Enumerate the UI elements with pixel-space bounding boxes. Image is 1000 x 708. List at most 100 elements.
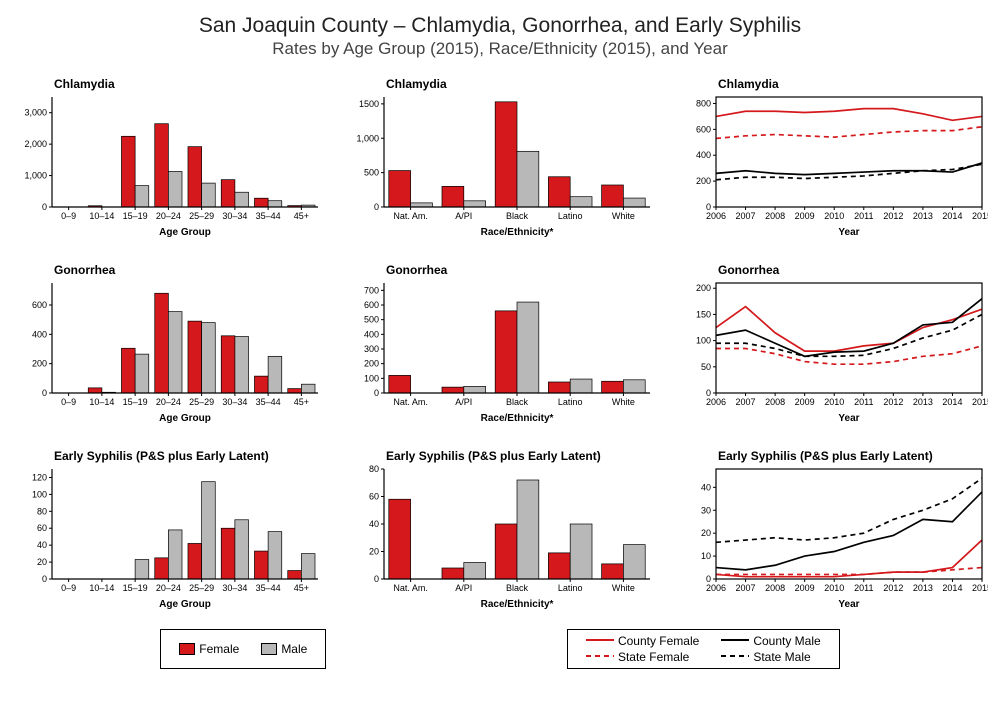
svg-text:0: 0 <box>374 574 379 584</box>
svg-text:200: 200 <box>32 359 47 369</box>
svg-text:400: 400 <box>696 150 711 160</box>
svg-text:45+: 45+ <box>294 583 309 593</box>
svg-text:2015: 2015 <box>972 583 988 593</box>
panel-gonorrhea-race: Gonorrhea0100200300400500600700Nat. Am.A… <box>346 263 656 433</box>
chart-svg: 01,0002,0003,0000–910–1415–1920–2425–293… <box>14 91 324 243</box>
legend-bars: Female Male <box>160 629 326 669</box>
panel-chlamydia-age: Chlamydia01,0002,0003,0000–910–1415–1920… <box>14 77 324 247</box>
svg-text:300: 300 <box>364 344 379 354</box>
svg-text:45+: 45+ <box>294 397 309 407</box>
svg-text:1,000: 1,000 <box>356 133 379 143</box>
panel-syphilis-year: Early Syphilis (P&S plus Early Latent)01… <box>678 449 988 619</box>
svg-text:2014: 2014 <box>942 397 962 407</box>
svg-text:30: 30 <box>701 505 711 515</box>
svg-text:500: 500 <box>364 168 379 178</box>
svg-text:1,000: 1,000 <box>24 171 47 181</box>
svg-text:3,000: 3,000 <box>24 108 47 118</box>
svg-text:White: White <box>612 397 635 407</box>
legend-county-male: County Male <box>721 634 820 648</box>
svg-text:2015: 2015 <box>972 211 988 221</box>
svg-text:30–34: 30–34 <box>222 583 247 593</box>
svg-text:20: 20 <box>701 528 711 538</box>
svg-text:200: 200 <box>364 359 379 369</box>
panel-title: Chlamydia <box>54 77 115 91</box>
svg-text:2007: 2007 <box>736 211 756 221</box>
panel-gonorrhea-year: Gonorrhea0501001502002006200720082009201… <box>678 263 988 433</box>
svg-text:Age Group: Age Group <box>159 413 211 424</box>
page-subtitle: Rates by Age Group (2015), Race/Ethnicit… <box>0 39 1000 59</box>
svg-text:20: 20 <box>369 547 379 557</box>
svg-text:Nat. Am.: Nat. Am. <box>393 211 428 221</box>
svg-text:2010: 2010 <box>824 211 844 221</box>
swatch-female <box>179 643 195 655</box>
svg-text:2011: 2011 <box>854 211 873 221</box>
svg-text:Race/Ethnicity*: Race/Ethnicity* <box>481 599 554 610</box>
svg-text:2014: 2014 <box>942 583 962 593</box>
svg-text:2015: 2015 <box>972 397 988 407</box>
svg-text:2008: 2008 <box>765 211 785 221</box>
chart-svg: 0204060801001200–910–1415–1920–2425–2930… <box>14 463 324 615</box>
svg-text:15–19: 15–19 <box>123 211 148 221</box>
svg-text:0–9: 0–9 <box>61 211 76 221</box>
svg-text:10–14: 10–14 <box>89 397 114 407</box>
chart-svg: 0100200300400500600700Nat. Am.A/PIBlackL… <box>346 277 656 429</box>
swatch-male <box>261 643 277 655</box>
svg-text:100: 100 <box>696 336 711 346</box>
svg-text:60: 60 <box>369 492 379 502</box>
svg-text:Race/Ethnicity*: Race/Ethnicity* <box>481 227 554 238</box>
svg-text:Race/Ethnicity*: Race/Ethnicity* <box>481 413 554 424</box>
legend-lines: County Female County Male State Female S… <box>567 629 840 669</box>
legend-female: Female <box>179 642 239 656</box>
svg-text:30–34: 30–34 <box>222 211 247 221</box>
svg-text:Latino: Latino <box>558 211 583 221</box>
svg-text:400: 400 <box>364 329 379 339</box>
legend-state-male: State Male <box>721 650 820 664</box>
svg-text:A/PI: A/PI <box>455 583 472 593</box>
line-swatch-state-female <box>586 650 614 664</box>
legend-sf-label: State Female <box>618 650 689 664</box>
chart-grid: Chlamydia01,0002,0003,0000–910–1415–1920… <box>0 59 1000 619</box>
chart-svg: 05001,0001500Nat. Am.A/PIBlackLatinoWhit… <box>346 91 656 243</box>
panel-title: Chlamydia <box>718 77 779 91</box>
legends-row: Female Male County Female County Male St… <box>0 619 1000 669</box>
svg-text:2009: 2009 <box>795 397 815 407</box>
svg-text:25–29: 25–29 <box>189 397 214 407</box>
svg-text:2013: 2013 <box>913 397 933 407</box>
svg-text:2009: 2009 <box>795 583 815 593</box>
svg-text:Black: Black <box>506 583 529 593</box>
svg-text:40: 40 <box>701 482 711 492</box>
svg-text:700: 700 <box>364 285 379 295</box>
svg-text:2011: 2011 <box>854 397 873 407</box>
svg-text:2012: 2012 <box>883 583 903 593</box>
svg-text:Latino: Latino <box>558 397 583 407</box>
svg-text:600: 600 <box>696 124 711 134</box>
svg-text:10: 10 <box>701 551 711 561</box>
svg-text:Nat. Am.: Nat. Am. <box>393 397 428 407</box>
svg-text:2011: 2011 <box>854 583 873 593</box>
panel-chlamydia-year: Chlamydia0200400600800200620072008200920… <box>678 77 988 247</box>
svg-text:0: 0 <box>42 574 47 584</box>
line-swatch-county-male <box>721 634 749 648</box>
svg-text:2007: 2007 <box>736 397 756 407</box>
svg-text:Age Group: Age Group <box>159 599 211 610</box>
svg-text:0–9: 0–9 <box>61 583 76 593</box>
panel-syphilis-race: Early Syphilis (P&S plus Early Latent) 0 2… <box>346 449 656 619</box>
svg-text:Year: Year <box>838 413 859 424</box>
panel-title: Gonorrhea <box>386 263 447 277</box>
legend-female-label: Female <box>199 642 239 656</box>
svg-text:50: 50 <box>701 362 711 372</box>
svg-text:30–34: 30–34 <box>222 397 247 407</box>
svg-text:120: 120 <box>32 472 47 482</box>
chart-svg: 0501001502002006200720082009201020112012… <box>678 277 988 429</box>
svg-text:600: 600 <box>364 300 379 310</box>
chart-svg: 0102030402006200720082009201020112012201… <box>678 463 988 615</box>
svg-text:45+: 45+ <box>294 211 309 221</box>
panel-title: Early Syphilis (P&S plus Early Latent) <box>386 449 601 463</box>
svg-text:0: 0 <box>42 388 47 398</box>
svg-text:20: 20 <box>37 557 47 567</box>
svg-text:2014: 2014 <box>942 211 962 221</box>
svg-text:600: 600 <box>32 300 47 310</box>
svg-text:2010: 2010 <box>824 397 844 407</box>
svg-text:2008: 2008 <box>765 397 785 407</box>
svg-text:35–44: 35–44 <box>256 397 281 407</box>
